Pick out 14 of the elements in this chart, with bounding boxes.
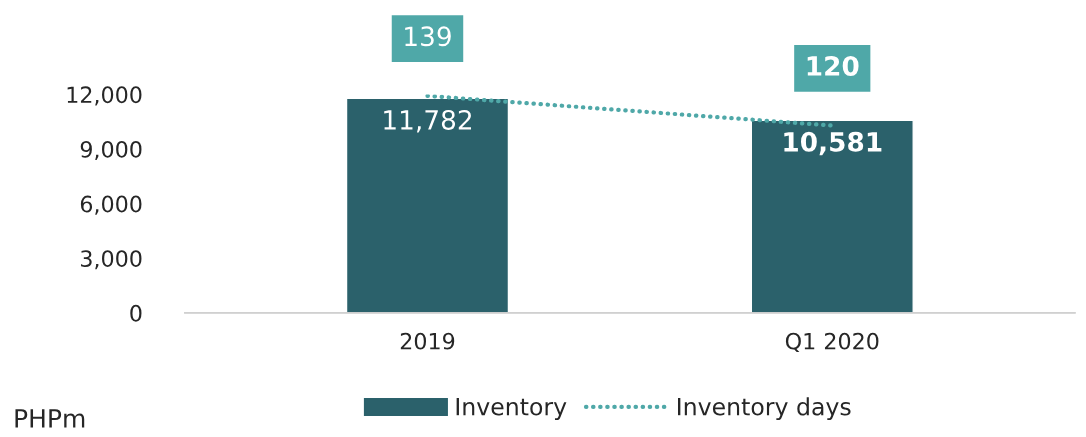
y-tick-label: 6,000 — [80, 195, 142, 215]
y-tick-label: 3,000 — [81, 250, 142, 270]
y-axis-title: PHPm — [15, 409, 85, 428]
data-label: 11,782 — [384, 109, 472, 133]
y-tick-label: 0 — [130, 304, 142, 322]
data-label: 10,581 — [784, 131, 882, 156]
y-tick-label: 12,000 — [67, 86, 142, 106]
data-label: 139 — [405, 26, 451, 47]
y-tick-label: 9,000 — [80, 140, 142, 161]
x-tick-label: Q1 2020 — [785, 332, 879, 353]
legend-label: Inventory days — [678, 397, 851, 421]
legend-label: Inventory — [456, 398, 567, 421]
x-tick-label: 2019 — [400, 332, 455, 350]
data-label: 120 — [807, 56, 859, 76]
